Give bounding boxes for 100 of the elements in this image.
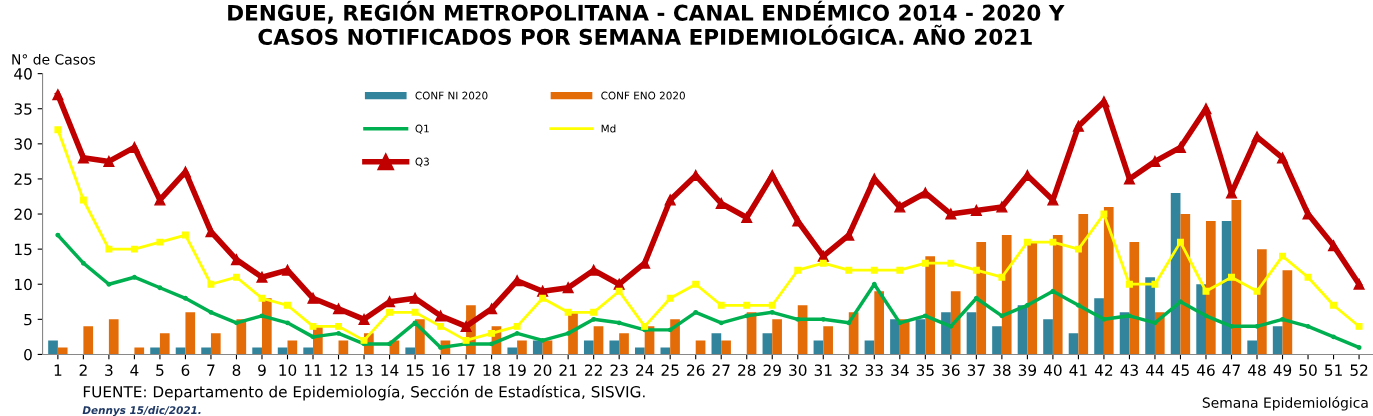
y-tick-label: 15: [15, 243, 32, 256]
point: [820, 316, 826, 322]
bar: [864, 340, 875, 355]
point: [616, 320, 622, 326]
y-tick-label: 30: [14, 138, 32, 150]
bar: [159, 333, 170, 355]
point: [438, 344, 444, 350]
y-tick-label: 35: [14, 103, 32, 115]
point: [55, 232, 61, 238]
point: [845, 266, 853, 274]
point: [486, 303, 498, 315]
point: [513, 322, 521, 330]
x-tick-label: 14: [381, 364, 399, 376]
bar: [1027, 242, 1038, 355]
x-tick-label: 47: [1222, 364, 1240, 376]
chart-title: DENGUE, REGIÓN METROPOLITANA - CANAL ENDÉMICO 2014 - 2020 Y CASOS NOTIFICADOS POR SEMANA EPIDEMIOLÓGICA. AÑO 2021: [228, 0, 1065, 45]
x-tick-label: 52: [1350, 364, 1368, 376]
x-tick-label: 26: [687, 364, 705, 376]
bar: [966, 312, 977, 355]
point: [1253, 287, 1261, 295]
point: [1152, 320, 1158, 326]
point: [207, 280, 215, 288]
x-tick-label: 34: [891, 364, 909, 376]
x-tick-label: 30: [789, 364, 807, 376]
point: [1151, 280, 1159, 288]
point: [744, 313, 750, 319]
point: [411, 308, 419, 316]
point: [1127, 313, 1132, 319]
bar: [609, 340, 620, 355]
y-tick-label: 10: [15, 278, 32, 291]
bar: [1043, 319, 1053, 355]
bar: [1052, 235, 1063, 355]
bar: [992, 326, 1002, 355]
point: [539, 294, 547, 302]
y-tick-label: 40: [14, 68, 32, 80]
bar: [695, 340, 706, 355]
x-tick-label: 9: [258, 364, 266, 376]
bar: [941, 312, 951, 355]
point: [948, 323, 954, 329]
x-tick-label: 10: [279, 364, 297, 376]
bar: [57, 347, 68, 355]
bar: [1068, 333, 1079, 355]
point: [590, 308, 598, 316]
point: [1100, 210, 1108, 218]
point: [819, 259, 827, 267]
x-tick-label: 50: [1299, 364, 1317, 376]
bar: [108, 319, 119, 355]
point: [766, 169, 778, 181]
point: [1280, 316, 1285, 322]
y-axis-title: N° de Casos: [12, 53, 96, 65]
point: [1023, 238, 1031, 246]
bar: [619, 333, 629, 355]
point: [1176, 238, 1184, 246]
x-tick-label: 41: [1069, 364, 1087, 376]
bar: [660, 347, 671, 355]
point: [335, 322, 342, 330]
bar: [1257, 249, 1267, 355]
point: [970, 204, 982, 217]
bar: [83, 326, 94, 355]
point: [386, 308, 394, 316]
point: [52, 89, 64, 101]
bar: [1272, 326, 1283, 355]
bar: [1247, 340, 1258, 355]
point: [1276, 152, 1289, 164]
point: [562, 282, 574, 294]
y-tick-label: 0: [24, 348, 32, 361]
x-tick-label: 36: [942, 364, 960, 376]
point: [387, 341, 392, 347]
point: [259, 313, 265, 319]
bar: [252, 347, 262, 355]
x-tick-label: 2: [79, 364, 87, 376]
point: [77, 152, 89, 164]
point: [1330, 301, 1338, 309]
point: [54, 126, 62, 134]
x-tick-label: 5: [156, 364, 164, 376]
bar: [874, 291, 884, 355]
point: [285, 320, 290, 326]
x-tick-label: 7: [207, 364, 215, 376]
point: [1228, 273, 1235, 281]
point: [1123, 173, 1135, 185]
point: [154, 194, 166, 206]
point: [256, 271, 268, 283]
x-tick-label: 12: [330, 364, 347, 376]
x-tick-label: 42: [1094, 364, 1113, 376]
point: [1356, 344, 1362, 350]
point: [794, 266, 802, 274]
bar: [813, 340, 824, 355]
point: [489, 341, 495, 347]
bar: [1001, 235, 1012, 355]
point: [157, 285, 163, 291]
x-tick-label: 25: [661, 364, 679, 376]
point: [1305, 323, 1311, 329]
x-tick-label: 23: [610, 364, 628, 376]
point: [1125, 280, 1133, 288]
x-tick-label: 37: [967, 364, 985, 376]
point: [1327, 240, 1340, 252]
point: [768, 301, 776, 309]
point: [1229, 323, 1234, 329]
point: [715, 197, 727, 210]
point: [181, 231, 189, 239]
